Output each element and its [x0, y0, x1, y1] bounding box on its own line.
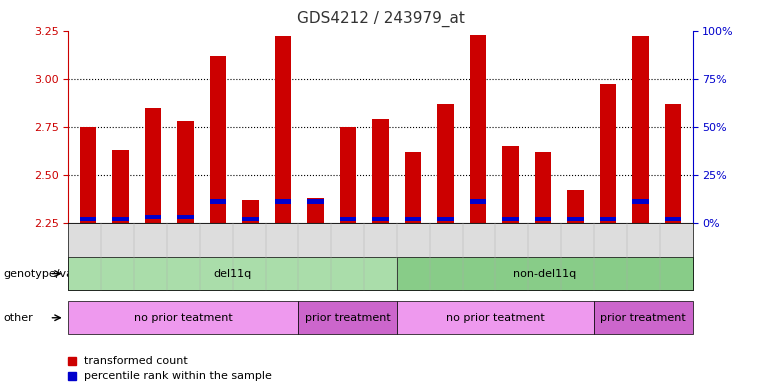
Bar: [438, 104, 454, 223]
Bar: [177, 121, 193, 223]
Text: percentile rank within the sample: percentile rank within the sample: [84, 371, 272, 381]
Bar: [307, 198, 323, 223]
Bar: [502, 217, 519, 221]
Bar: [340, 217, 356, 221]
Bar: [568, 217, 584, 221]
Title: GDS4212 / 243979_at: GDS4212 / 243979_at: [297, 10, 464, 26]
Bar: [145, 215, 161, 219]
Bar: [340, 127, 356, 223]
Text: del11q: del11q: [214, 268, 252, 279]
Bar: [502, 146, 519, 223]
Bar: [632, 36, 648, 223]
Bar: [242, 217, 259, 221]
Bar: [600, 84, 616, 223]
Text: transformed count: transformed count: [84, 356, 187, 366]
Bar: [113, 150, 129, 223]
Bar: [80, 217, 96, 221]
Bar: [568, 190, 584, 223]
Bar: [405, 152, 421, 223]
Text: genotype/variation: genotype/variation: [4, 268, 110, 279]
Bar: [145, 108, 161, 223]
Bar: [372, 119, 389, 223]
Bar: [470, 200, 486, 204]
Bar: [535, 152, 551, 223]
Bar: [665, 104, 681, 223]
Bar: [405, 217, 421, 221]
Bar: [470, 35, 486, 223]
Bar: [275, 200, 291, 204]
Text: prior treatment: prior treatment: [600, 313, 686, 323]
Text: no prior teatment: no prior teatment: [134, 313, 233, 323]
Text: no prior teatment: no prior teatment: [446, 313, 545, 323]
Bar: [438, 217, 454, 221]
Text: other: other: [4, 313, 33, 323]
Bar: [632, 200, 648, 204]
Bar: [665, 217, 681, 221]
Text: non-del11q: non-del11q: [513, 268, 576, 279]
Bar: [275, 36, 291, 223]
Bar: [372, 217, 389, 221]
Text: prior treatment: prior treatment: [305, 313, 390, 323]
Bar: [80, 127, 96, 223]
Bar: [210, 200, 226, 204]
Bar: [600, 217, 616, 221]
Bar: [113, 217, 129, 221]
Bar: [242, 200, 259, 223]
Bar: [307, 200, 323, 204]
Bar: [177, 215, 193, 219]
Bar: [535, 217, 551, 221]
Bar: [210, 56, 226, 223]
